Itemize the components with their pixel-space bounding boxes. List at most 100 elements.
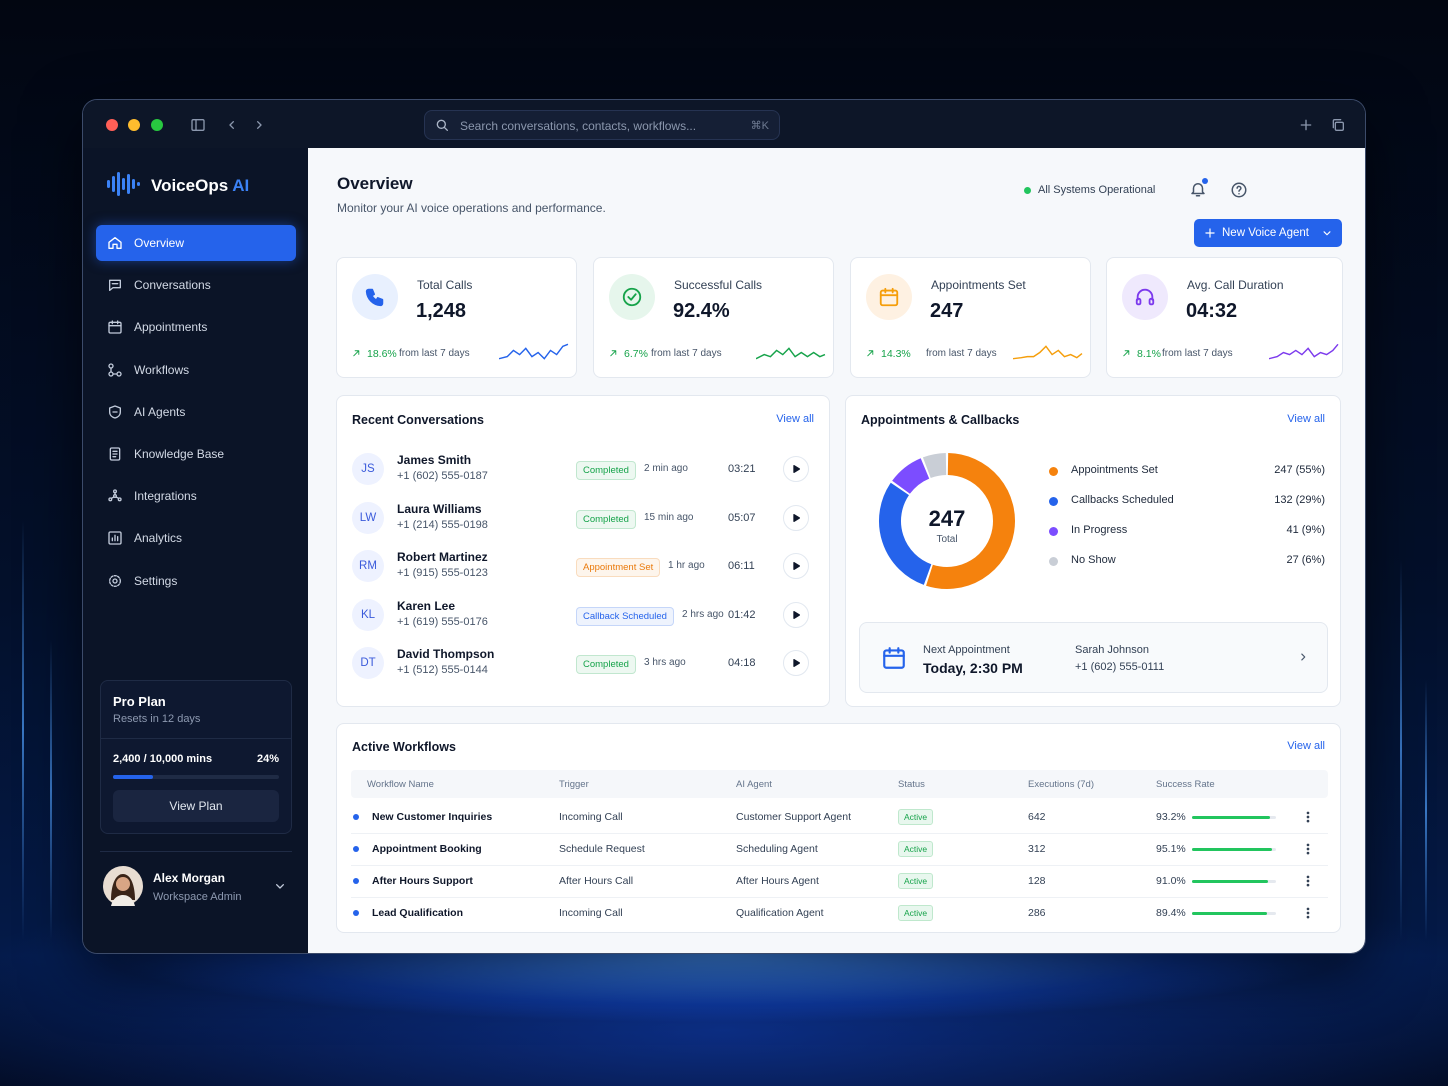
play-button[interactable] (783, 456, 809, 482)
icon-shape (436, 119, 446, 129)
trend-icon (1123, 350, 1130, 357)
initials: RM (359, 560, 377, 572)
nav-item[interactable]: Analytics (96, 520, 296, 556)
stat-value: 04:32 (1186, 300, 1238, 322)
icon (793, 562, 800, 570)
nav-item[interactable]: Knowledge Base (96, 436, 296, 472)
nav-item[interactable]: Appointments (96, 309, 296, 345)
icon-shape (111, 895, 135, 906)
nav-item[interactable]: Integrations (96, 478, 296, 514)
window-control[interactable] (128, 119, 140, 131)
icon-shape (1301, 653, 1306, 661)
row-bullet (353, 846, 359, 852)
nav-label: Conversations (134, 278, 211, 293)
usage-fill (113, 775, 153, 779)
brand: VoiceOps AI (151, 176, 249, 196)
success-track (1192, 848, 1276, 851)
success-rate: 93.2% (1156, 811, 1186, 823)
nav-label: Workflows (134, 362, 190, 377)
stat-card: Total Calls 1,248 18.6% from last 7 days (336, 257, 577, 378)
contact-name: David Thompson (397, 647, 495, 661)
duration: 05:07 (728, 511, 756, 524)
icon-shape (108, 531, 122, 546)
main-content: Overview Monitor your AI voice operations… (308, 148, 1365, 953)
icon-shape (229, 121, 234, 129)
view-plan-button[interactable]: View Plan (113, 790, 279, 822)
sparkline-path (1269, 343, 1339, 360)
nav-item[interactable]: AI Agents (96, 394, 296, 430)
sparkline (499, 343, 569, 360)
status-pill: Active (898, 841, 934, 857)
logo-bar (137, 182, 140, 186)
icon (622, 287, 642, 307)
icon-shape (109, 447, 121, 461)
window-control[interactable] (106, 119, 118, 131)
legend-dot (1049, 497, 1058, 506)
view-all-link[interactable]: View all (1287, 740, 1325, 752)
icon-shape (793, 465, 800, 473)
icon-shape (1300, 119, 1312, 131)
status-pill: Active (898, 905, 934, 921)
sparkline (756, 347, 826, 360)
search-box[interactable]: Search conversations, contacts, workflow… (424, 110, 780, 140)
appointments-card: Appointments & Callbacks View all 247 Total… (845, 395, 1341, 707)
status-pill: Callback Scheduled (576, 606, 674, 626)
avatar: RM (352, 550, 384, 582)
stat-value: 1,248 (416, 300, 467, 322)
next-label: Next Appointment (923, 644, 1010, 656)
duration: 04:18 (728, 657, 756, 669)
column-header: Status (898, 779, 925, 790)
nav-item[interactable]: Overview (96, 225, 296, 261)
icon-shape (793, 659, 800, 667)
success-bar (1192, 912, 1268, 915)
column-header: AI Agent (736, 779, 772, 790)
success-track (1192, 880, 1276, 883)
icon (229, 121, 234, 129)
nav-item[interactable]: Conversations (96, 267, 296, 303)
icon (109, 279, 121, 292)
light-streak (22, 520, 24, 940)
nav-item[interactable]: Settings (96, 563, 296, 599)
contact-phone: +1 (619) 555-0176 (397, 615, 488, 628)
divider (100, 851, 292, 852)
stat-icon (352, 274, 398, 320)
avatar: LW (352, 501, 384, 534)
view-all-link[interactable]: View all (1287, 413, 1325, 425)
play-button[interactable] (783, 650, 809, 676)
legend-value: 247 (55%) (1274, 464, 1325, 476)
conversation-row: DT David Thompson +1 (512) 555-0144 Complet… (337, 647, 831, 679)
next-appointment[interactable]: Next Appointment Today, 2:30 PM Sarah John… (859, 622, 1328, 693)
agent: Scheduling Agent (736, 843, 818, 855)
icon-shape (627, 293, 637, 301)
icon-shape (1236, 185, 1242, 192)
icon-shape (1306, 883, 1310, 887)
search-placeholder: Search conversations, contacts, workflow… (460, 119, 697, 133)
workflow-name: Appointment Booking (372, 843, 482, 855)
next-phone: +1 (602) 555-0111 (1075, 661, 1165, 673)
play-button[interactable] (783, 553, 809, 579)
icon-shape (1135, 297, 1142, 306)
legend-value: 27 (6%) (1286, 554, 1325, 566)
new-agent-button[interactable]: New Voice Agent (1194, 219, 1342, 247)
duration: 06:11 (728, 560, 755, 572)
legend-value: 41 (9%) (1286, 524, 1325, 536)
icon-shape (879, 287, 899, 297)
workflows-card: Active Workflows View all Workflow Name Tri… (336, 723, 1341, 933)
executions: 128 (1028, 875, 1046, 887)
success-bar (1192, 816, 1271, 819)
icon (793, 659, 800, 667)
play-button[interactable] (783, 504, 809, 531)
app-window: Search conversations, contacts, workflow… (83, 100, 1365, 953)
icon-shape (1306, 851, 1310, 855)
view-all-link[interactable]: View all (776, 413, 814, 425)
agent: After Hours Agent (736, 875, 819, 887)
play-button[interactable] (783, 601, 809, 628)
window-control[interactable] (151, 119, 163, 131)
donut-segment (926, 453, 1015, 589)
nav-item[interactable]: Workflows (96, 352, 296, 388)
icon-shape (1306, 811, 1310, 815)
stat-value: 247 (930, 300, 964, 322)
page-title: Overview (337, 174, 413, 193)
stat-icon (609, 274, 655, 320)
